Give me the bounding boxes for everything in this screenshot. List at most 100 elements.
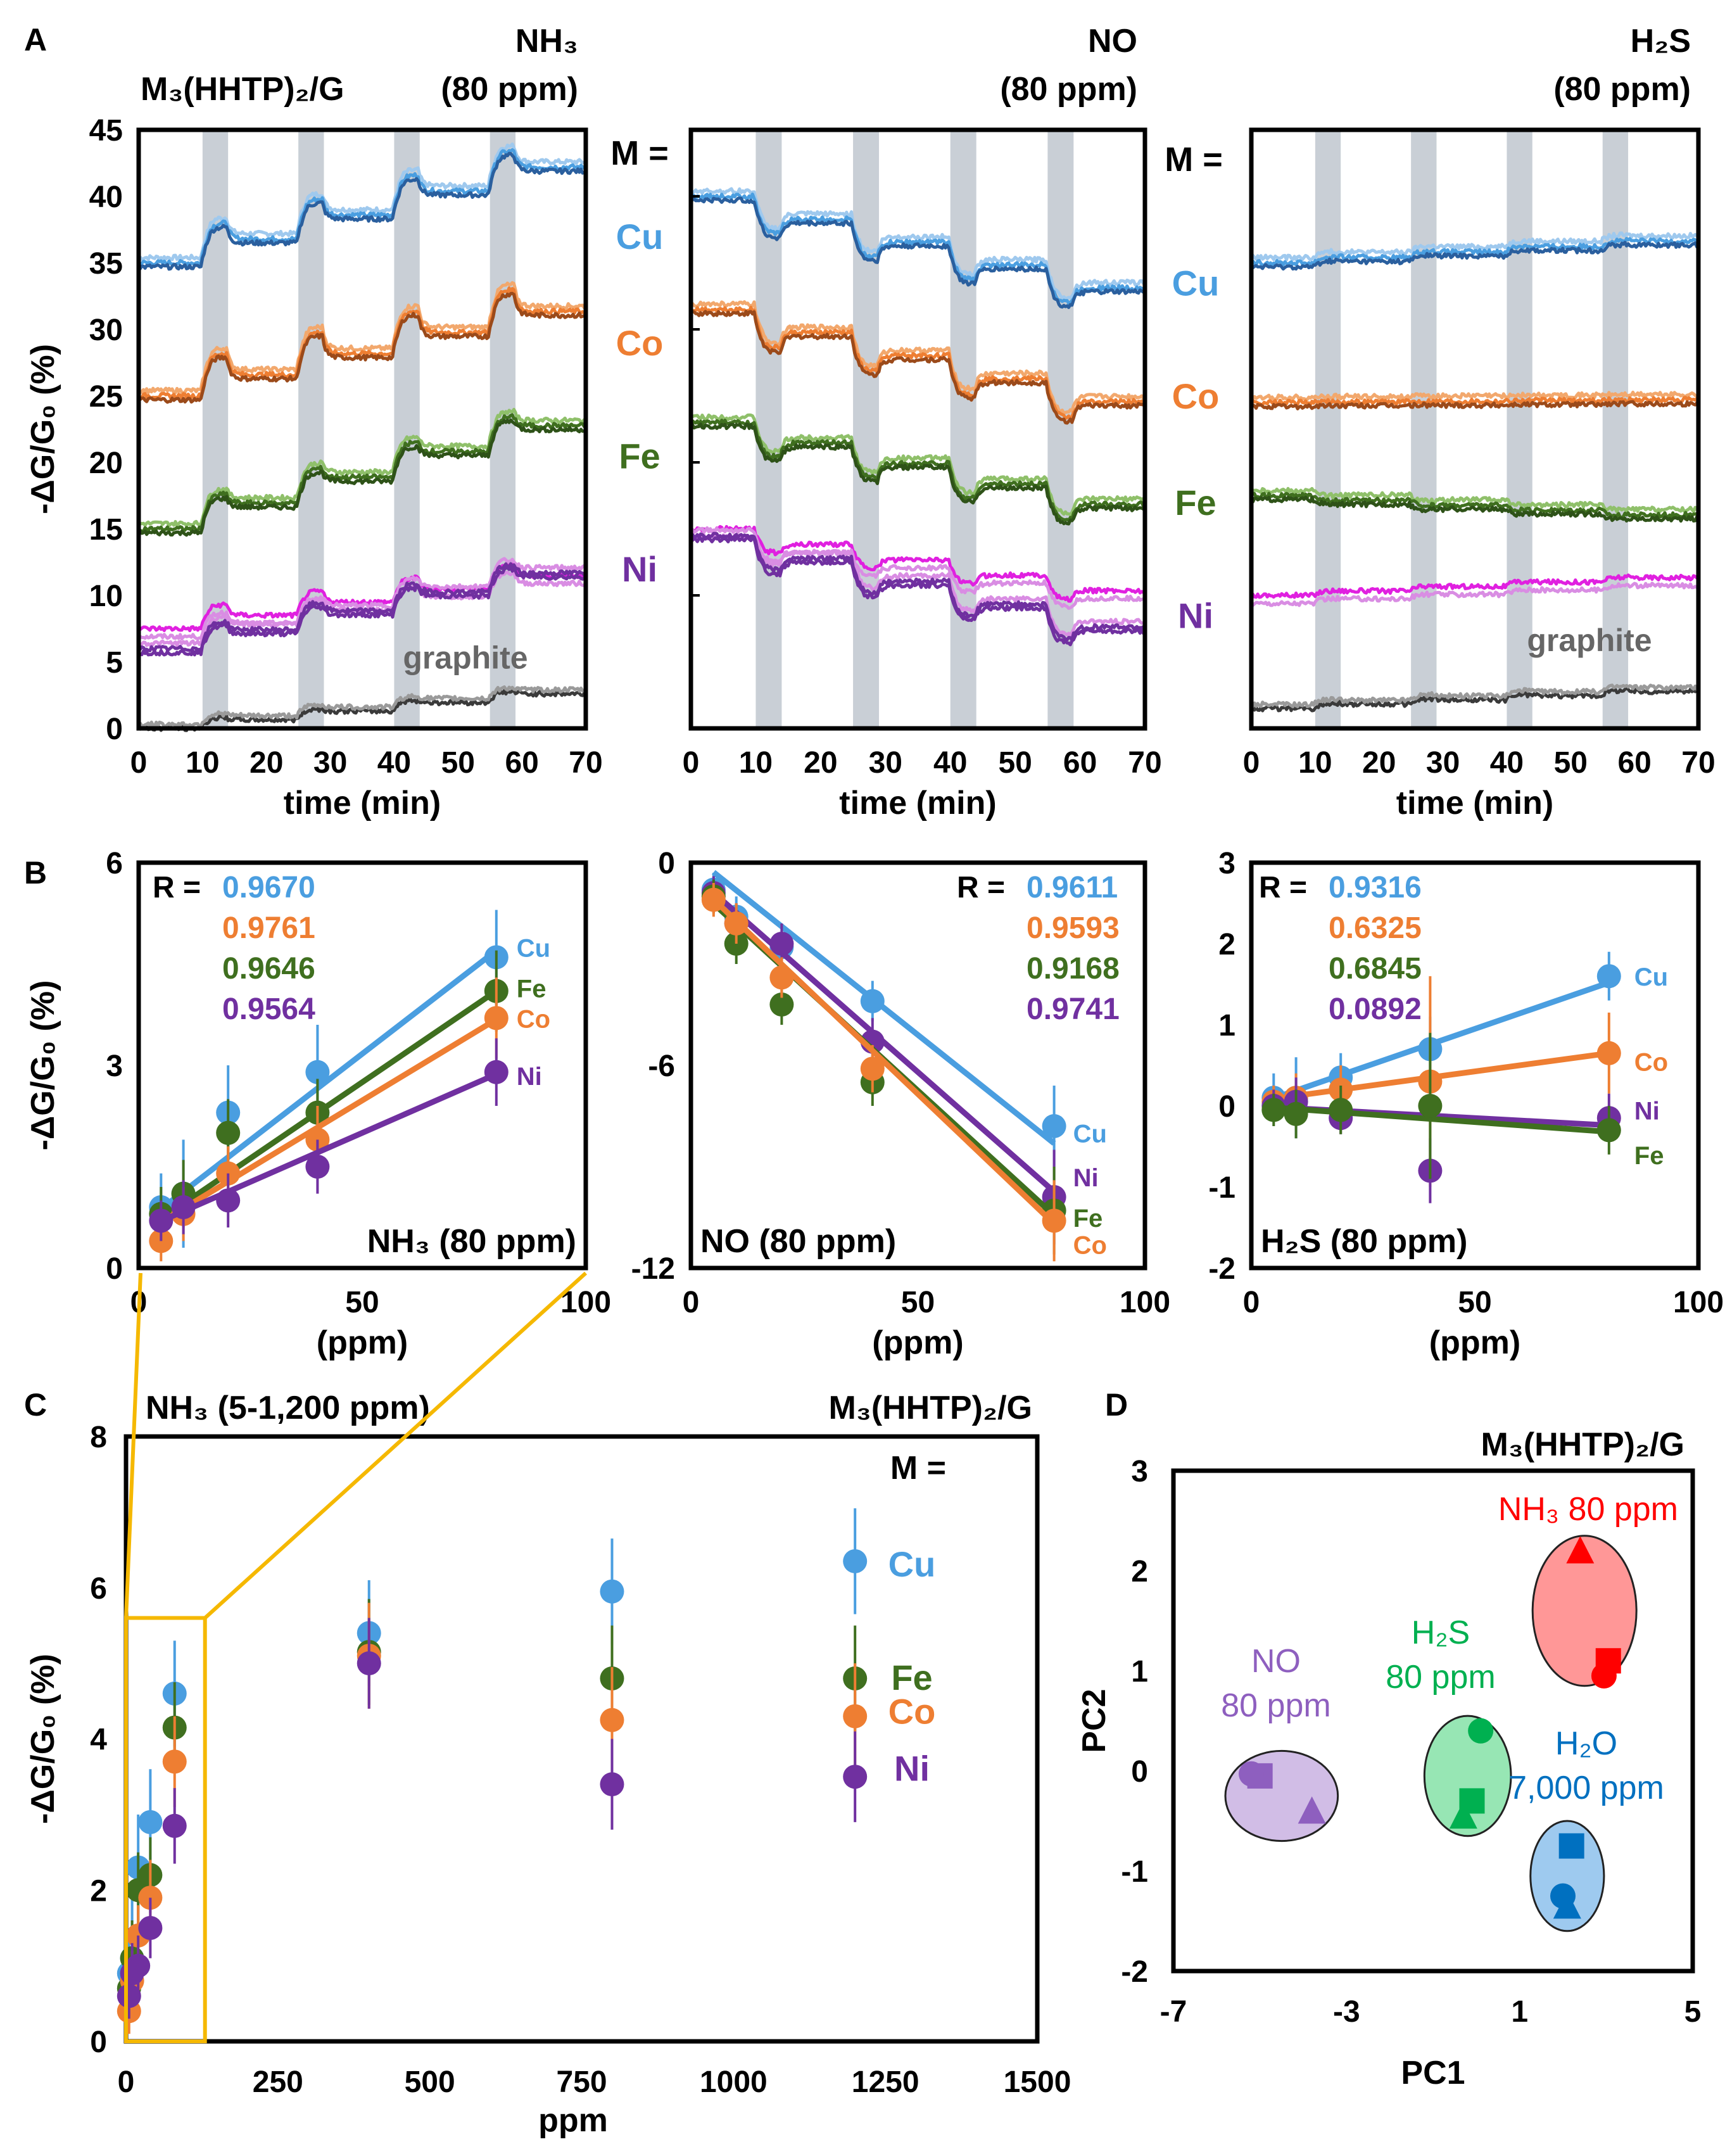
data-point-cu	[860, 989, 885, 1013]
y-tick-label: 3	[1131, 1455, 1148, 1488]
data-point-ni	[138, 1915, 163, 1940]
plot-frame-b2	[688, 860, 1147, 1271]
data-point-ni	[843, 1765, 868, 1789]
trace-ni_magenta	[1249, 573, 1700, 599]
y-tick-label: 2	[1218, 928, 1235, 961]
exposure-band	[1315, 130, 1341, 728]
y-axis-label: PC2	[1076, 1689, 1113, 1753]
data-point-co	[701, 887, 726, 912]
pca-point-triangle	[1566, 1536, 1595, 1564]
y-axis-label: -ΔG/G₀ (%)	[25, 344, 61, 514]
y-tick-label: 40	[89, 181, 123, 214]
point-label-cu: Cu	[1634, 963, 1668, 991]
y-tick-label: 0	[90, 2026, 107, 2059]
x-tick-label: 40	[1490, 746, 1524, 780]
data-point-fe	[1418, 1094, 1443, 1118]
trace-fe	[1250, 491, 1699, 519]
group-label-h2o: H₂O	[1555, 1725, 1617, 1762]
trace-graphite	[137, 685, 588, 728]
x-tick-label: 50	[1458, 1286, 1491, 1319]
trace-ni_magenta	[690, 524, 1147, 603]
y-tick-label: -2	[1208, 1252, 1235, 1286]
trace-cu	[138, 143, 587, 262]
y-axis-label: -ΔG/G₀ (%)	[25, 980, 61, 1151]
trace-ni	[137, 562, 586, 653]
analyte-label: NO	[1088, 23, 1137, 60]
y-tick-label: -6	[648, 1049, 675, 1083]
series-label-co: Co	[1172, 376, 1220, 416]
trace-graphite	[1249, 687, 1699, 713]
point-label-fe: Fe	[1634, 1142, 1664, 1170]
trace-fe	[1250, 486, 1700, 514]
r-prefix: R =	[957, 871, 1005, 904]
trace-cu	[1251, 241, 1700, 271]
x-tick-label: 500	[405, 2065, 455, 2099]
panel-label-b: B	[24, 855, 47, 891]
y-tick-label: 1	[1218, 1009, 1235, 1043]
x-tick-label: 50	[441, 746, 475, 780]
trace-ni	[690, 531, 1146, 642]
y-tick-label: 15	[89, 513, 123, 547]
group-label-no: NO	[1251, 1643, 1301, 1680]
trace-fe	[690, 413, 1146, 517]
x-axis-label: (ppm)	[1429, 1324, 1520, 1361]
x-tick-label: 0	[683, 746, 700, 780]
x-axis-label: ppm	[538, 2102, 608, 2139]
pca-point-triangle	[1298, 1796, 1326, 1824]
r-prefix: R =	[153, 871, 201, 904]
trace-cu	[137, 148, 587, 267]
y-tick-label: 1	[1131, 1655, 1148, 1689]
plot-frame-b3	[1249, 860, 1701, 1271]
y-tick-label: 35	[89, 247, 123, 281]
series-label-co: Co	[888, 1692, 936, 1732]
data-point-co	[860, 1056, 885, 1081]
y-tick-label: 0	[1131, 1755, 1148, 1789]
data-point-ni	[126, 1953, 151, 1978]
r-value-ni: 0.9564	[222, 992, 315, 1026]
data-point-co	[724, 911, 749, 935]
graphite-label: graphite	[1527, 623, 1652, 658]
data-point-fe	[1284, 1101, 1308, 1126]
trace-ni	[690, 535, 1147, 647]
x-tick-label: 50	[901, 1286, 935, 1319]
data-point-co	[162, 1749, 187, 1774]
x-tick-label: 50	[345, 1286, 379, 1319]
trace-cu	[138, 151, 586, 271]
trace-co	[690, 310, 1147, 425]
x-axis-label: time (min)	[839, 785, 996, 821]
exposure-band	[298, 130, 324, 728]
point-label-ni: Ni	[1634, 1097, 1660, 1125]
group-label-h2o-conc: 7,000 ppm	[1508, 1770, 1664, 1806]
data-point-ni	[216, 1188, 241, 1213]
x-tick-label: -7	[1160, 1995, 1187, 2029]
r-value-co: 0.6325	[1329, 911, 1422, 945]
pca-point-circle	[1239, 1761, 1264, 1787]
data-point-cu	[843, 1549, 868, 1573]
analyte-label: NO (80 ppm)	[700, 1223, 896, 1260]
data-point-ni	[162, 1813, 187, 1838]
plot-frame-c	[123, 1434, 1040, 2044]
x-axis-label: time (min)	[1396, 785, 1553, 821]
pca-point-triangle	[1553, 1891, 1581, 1919]
point-label-cu: Cu	[517, 934, 550, 962]
y-tick-label: 10	[89, 580, 123, 613]
data-point-fe	[1596, 1118, 1621, 1143]
data-point-ni	[769, 932, 794, 956]
x-axis-label: (ppm)	[317, 1324, 408, 1361]
cluster-ellipse	[1529, 1820, 1605, 1932]
series-label-cu: Cu	[616, 217, 664, 257]
x-tick-label: 1	[1511, 1995, 1528, 2029]
pca-point-circle	[1591, 1663, 1617, 1689]
trace-ni	[137, 566, 587, 657]
pca-point-triangle	[1449, 1801, 1477, 1829]
panel-label-c: C	[24, 1387, 47, 1423]
y-tick-label: -1	[1208, 1171, 1235, 1205]
data-point-cu	[1042, 1114, 1066, 1138]
r-value-fe: 0.6845	[1329, 952, 1422, 986]
y-tick-label: -2	[1121, 1955, 1148, 1989]
data-point-co	[600, 1708, 624, 1732]
group-label-h2s: H₂S	[1412, 1614, 1470, 1651]
analyte-label: H₂S (80 ppm)	[1261, 1223, 1467, 1260]
y-tick-label: 3	[106, 1049, 123, 1083]
x-tick-label: 0	[118, 2065, 135, 2099]
